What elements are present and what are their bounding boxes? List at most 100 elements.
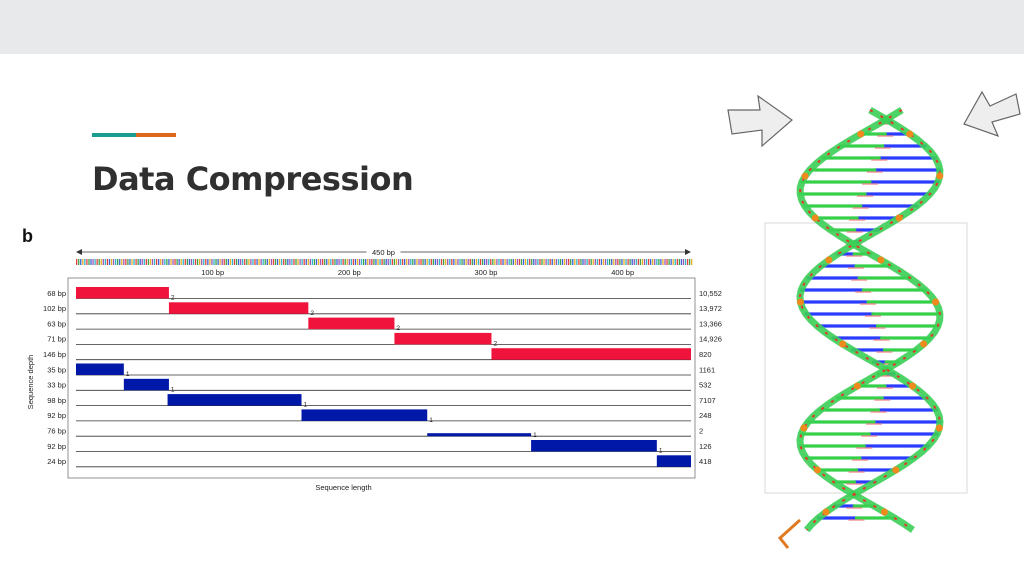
sequence-strip-tick bbox=[131, 259, 133, 265]
sequence-strip-tick bbox=[504, 259, 506, 265]
sequence-strip-tick bbox=[383, 259, 385, 265]
sequence-strip-tick bbox=[625, 259, 627, 265]
sequence-strip-tick bbox=[541, 259, 543, 265]
accent-line-teal bbox=[92, 133, 136, 137]
phosphate-atom bbox=[909, 382, 917, 390]
row-count: 13,366 bbox=[699, 319, 722, 328]
sequence-strip-tick bbox=[645, 259, 648, 265]
sequence-strip-tick bbox=[153, 259, 156, 265]
sequence-strip-tick bbox=[305, 259, 307, 265]
sequence-strip-tick bbox=[522, 259, 525, 265]
sequence-strip-tick bbox=[516, 259, 519, 265]
sequence-strip-tick bbox=[324, 259, 326, 265]
sequence-strip-tick bbox=[674, 259, 676, 265]
chart-row: 71 bp 2 14,926 bbox=[47, 332, 722, 347]
sequence-strip-tick bbox=[565, 259, 568, 265]
phosphate-atom bbox=[906, 130, 914, 138]
sequence-strip-tick bbox=[639, 259, 642, 265]
backbone-oxygen-b bbox=[798, 109, 941, 531]
sequence-strip-tick bbox=[395, 259, 398, 265]
sequence-strip-tick bbox=[184, 259, 186, 265]
top-bar bbox=[0, 0, 1024, 54]
chart-row: 76 bp 1 2 bbox=[47, 426, 703, 439]
sequence-strip-tick bbox=[389, 259, 391, 265]
sequence-strip-tick bbox=[76, 259, 78, 265]
sequence-strip-tick bbox=[531, 259, 533, 265]
row-count: 14,926 bbox=[699, 335, 722, 344]
phosphate-atom bbox=[880, 508, 888, 516]
sequence-strip-tick bbox=[401, 259, 404, 265]
sequence-strip-tick bbox=[139, 259, 141, 265]
sequence-strip-tick bbox=[602, 259, 605, 265]
sequence-strip-tick bbox=[447, 259, 449, 265]
sequence-strip-tick bbox=[594, 259, 596, 265]
sequence-strip-tick bbox=[578, 259, 580, 265]
sequence-strip-tick bbox=[563, 259, 566, 265]
sequence-strip-tick bbox=[467, 259, 469, 265]
sequence-strip-tick bbox=[508, 259, 510, 265]
sequence-strip-tick bbox=[463, 259, 465, 265]
sequence-strip-tick bbox=[326, 259, 328, 265]
chart-row: 98 bp 1 7107 bbox=[47, 394, 716, 409]
sequence-strip-tick bbox=[529, 259, 531, 265]
phosphate-atom bbox=[839, 340, 847, 348]
sequence-strip-tick bbox=[117, 259, 119, 265]
sequence-strip-tick bbox=[104, 259, 106, 265]
sequence-strip-tick bbox=[555, 259, 557, 265]
row-count: 126 bbox=[699, 442, 712, 451]
sequence-strip-tick bbox=[440, 259, 443, 265]
sequence-strip-tick bbox=[201, 259, 203, 265]
phosphate-atom bbox=[853, 382, 861, 390]
segment-bar bbox=[427, 433, 532, 437]
sequence-strip-tick bbox=[369, 259, 371, 265]
y-axis-title: Sequence depth bbox=[26, 355, 35, 410]
sequence-strip-tick bbox=[510, 259, 512, 265]
sequence-strip-tick bbox=[483, 259, 486, 265]
sequence-strip-tick bbox=[84, 259, 86, 265]
sequence-strip-tick bbox=[592, 259, 594, 265]
sequence-strip-tick bbox=[490, 259, 492, 265]
sequence-strip-tick bbox=[502, 259, 504, 265]
row-count: 532 bbox=[699, 381, 712, 390]
sequence-strip-tick bbox=[248, 259, 250, 265]
sequence-strip-tick bbox=[641, 259, 644, 265]
pointer-arrow-icon bbox=[727, 94, 793, 148]
sequence-strip-tick bbox=[287, 259, 289, 265]
row-count: 2 bbox=[699, 426, 703, 435]
sequence-strip-tick bbox=[588, 259, 590, 265]
x-tick-label: 100 bp bbox=[201, 268, 224, 277]
pointer-arrow-icon bbox=[963, 90, 1021, 138]
sequence-strip-tick bbox=[342, 259, 344, 265]
sequence-strip-tick bbox=[129, 259, 131, 265]
sequence-strip-tick bbox=[557, 259, 560, 265]
sequence-strip-tick bbox=[426, 259, 428, 265]
sequence-strip-tick bbox=[231, 259, 234, 265]
sequence-strip-tick bbox=[215, 259, 217, 265]
phosphate-atom bbox=[857, 130, 865, 138]
sequence-strip-tick bbox=[213, 259, 215, 265]
backbone-strand-a bbox=[796, 106, 944, 533]
sequence-strip-tick bbox=[315, 259, 318, 265]
sequence-strip-tick bbox=[264, 259, 266, 265]
sequence-strip-tick bbox=[334, 259, 336, 265]
sequence-strip-tick bbox=[352, 259, 355, 265]
sequence-strip-tick bbox=[194, 259, 197, 265]
phosphate-atom bbox=[801, 172, 809, 180]
sequence-strip-tick bbox=[453, 259, 455, 265]
sequence-strip-tick bbox=[574, 259, 576, 265]
sequence-strip-tick bbox=[227, 259, 229, 265]
sequence-strip-tick bbox=[155, 259, 158, 265]
sequence-strip-tick bbox=[164, 259, 166, 265]
segment-bar bbox=[168, 302, 309, 314]
segment-tag: 1 bbox=[126, 371, 130, 378]
sequence-strip-tick bbox=[149, 259, 152, 265]
sequence-strip-tick bbox=[524, 259, 527, 265]
sequence-strip-tick bbox=[96, 259, 98, 265]
sequence-strip-tick bbox=[397, 259, 400, 265]
sequence-strip-tick bbox=[106, 259, 109, 265]
sequence-strip-tick bbox=[545, 259, 547, 265]
sequence-strip-tick bbox=[367, 259, 369, 265]
chart-row: 33 bp 1 532 bbox=[47, 378, 712, 393]
sequence-strip-tick bbox=[260, 259, 262, 265]
chart-row: 24 bp 418 bbox=[47, 455, 712, 468]
